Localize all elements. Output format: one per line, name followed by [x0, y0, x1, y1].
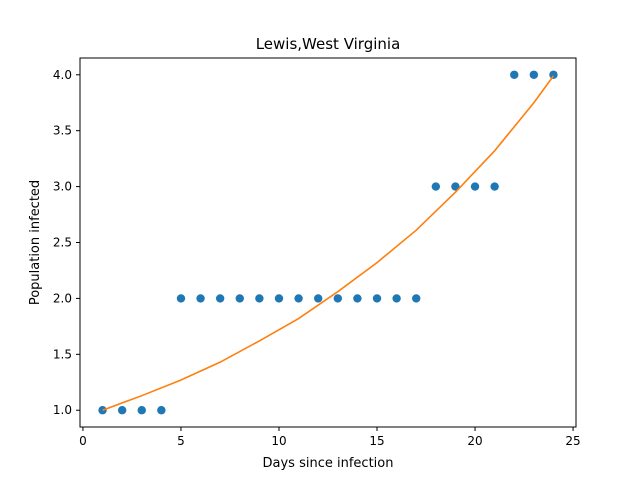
y-tick-label: 2.0	[53, 291, 72, 305]
data-point	[255, 294, 264, 303]
data-point	[176, 294, 186, 303]
plot-frame	[79, 57, 577, 428]
data-point	[117, 406, 127, 415]
y-tick-label: 3.5	[53, 124, 72, 138]
data-point	[353, 294, 362, 303]
y-tick-label: 1.5	[53, 347, 72, 361]
data-point	[392, 294, 401, 303]
data-point	[431, 182, 441, 191]
data-point	[510, 70, 519, 79]
y-tick-label: 4.0	[53, 68, 72, 82]
y-axis-label: Population infected	[28, 180, 43, 305]
x-tick-label: 25	[565, 434, 580, 448]
data-point	[313, 294, 323, 303]
y-tick-label: 1.0	[53, 403, 72, 417]
data-point	[490, 182, 499, 191]
data-point	[294, 294, 303, 303]
data-point	[451, 182, 460, 191]
data-point	[137, 406, 146, 415]
data-point	[529, 70, 539, 79]
x-axis: 0 5 10 15 20 25	[79, 427, 581, 448]
y-axis: 1.0 1.5 2.0 2.5 3.0 3.5 4.0	[53, 68, 80, 417]
data-point	[372, 294, 382, 303]
x-tick-label: 10	[271, 434, 286, 448]
x-tick-label: 0	[79, 434, 87, 448]
y-tick-label: 2.5	[53, 236, 72, 250]
data-point	[157, 406, 166, 415]
x-axis-label: Days since infection	[263, 456, 394, 471]
plot-area	[98, 70, 558, 415]
data-point	[333, 294, 343, 303]
data-point	[196, 294, 205, 303]
data-point	[549, 70, 558, 79]
data-point	[215, 294, 225, 303]
data-point	[274, 294, 284, 303]
y-tick-label: 3.0	[53, 180, 72, 194]
data-point	[470, 182, 480, 191]
fit-curve	[102, 75, 555, 411]
data-point	[235, 294, 244, 303]
x-tick-label: 15	[369, 434, 384, 448]
x-tick-label: 5	[177, 434, 185, 448]
chart-title: Lewis,West Virginia	[256, 35, 401, 53]
data-point	[412, 294, 421, 303]
x-tick-label: 20	[467, 434, 482, 448]
data-point	[98, 406, 107, 415]
